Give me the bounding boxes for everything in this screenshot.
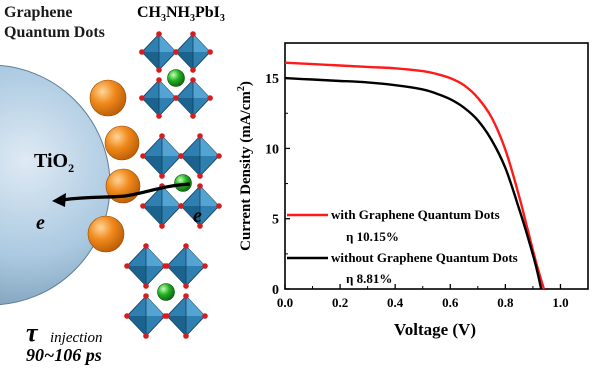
- anion-atom: [159, 223, 165, 229]
- gqd-label-line2: Quantum Dots: [4, 24, 105, 41]
- anion-atom: [207, 49, 213, 55]
- injection-time-label: 90~106 ps: [26, 345, 102, 365]
- anion-atom: [173, 49, 179, 55]
- legend-entry-efficiency: η 8.81%: [346, 271, 392, 286]
- x-tick-label: 0.8: [497, 295, 514, 310]
- anion-atom: [178, 153, 184, 159]
- perovskite-octahedron: [173, 77, 213, 119]
- anion-atom: [143, 243, 149, 249]
- jv-chart: 0.0 0.2 0.4 0.6 0.8 1.0 0 5 10 15 with Graphene Q…: [236, 42, 589, 339]
- anion-atom: [183, 293, 189, 299]
- anion-atom: [216, 203, 222, 209]
- anion-atom: [164, 263, 170, 269]
- x-tick-label: 0.4: [387, 295, 404, 310]
- anion-atom: [140, 153, 146, 159]
- tau-subscript: injection: [50, 330, 103, 346]
- perovskite-octahedron: [140, 133, 184, 179]
- cation-atom: [174, 174, 192, 192]
- anion-atom: [183, 243, 189, 249]
- legend: with Graphene Quantum Dots η 10.15% withou…: [287, 207, 518, 286]
- x-tick-label: 0.2: [332, 295, 348, 310]
- anion-atom: [197, 183, 203, 189]
- electron-label-right: e: [193, 205, 202, 227]
- x-tick-label: 1.0: [552, 295, 568, 310]
- anion-atom: [143, 333, 149, 339]
- perovskite-octahedron: [178, 183, 222, 229]
- anion-atom: [159, 133, 165, 139]
- y-tick-label: 0: [272, 283, 279, 298]
- tio2-label: TiO2: [34, 150, 75, 175]
- perovskite-octahedron: [173, 31, 213, 73]
- perovskite-octahedra: [124, 31, 222, 339]
- x-tick-label: 0.0: [277, 295, 293, 310]
- schematic: [0, 31, 222, 339]
- anion-atom: [197, 173, 203, 179]
- series-without-gqd-line: [284, 76, 543, 290]
- jv-curves: [284, 61, 546, 290]
- perovskite-formula-label: CH3NH3PbI3: [137, 4, 225, 25]
- anion-atom: [202, 313, 208, 319]
- x-tick-label: 0.6: [442, 295, 459, 310]
- graphene-quantum-dot: [89, 79, 127, 117]
- y-tick-label: 15: [265, 72, 279, 87]
- perovskite-octahedron: [140, 183, 184, 229]
- anion-atom: [156, 77, 162, 83]
- perovskite-octahedron: [164, 243, 208, 289]
- anion-atom: [190, 113, 196, 119]
- x-axis-label: Voltage (V): [394, 320, 476, 339]
- perovskite-octahedron: [164, 293, 208, 339]
- perovskite-cations: [157, 69, 192, 301]
- perovskite-octahedron: [124, 293, 168, 339]
- perovskite-octahedron: [178, 133, 222, 179]
- anion-atom: [197, 133, 203, 139]
- perovskite-octahedron: [139, 31, 179, 73]
- anion-atom: [190, 31, 196, 37]
- anion-atom: [190, 77, 196, 83]
- anion-atom: [216, 153, 222, 159]
- cation-atom: [167, 69, 185, 87]
- anion-atom: [183, 283, 189, 289]
- anion-atom: [202, 263, 208, 269]
- axis-ticks: 0.0 0.2 0.4 0.6 0.8 1.0 0 5 10 15: [265, 72, 589, 310]
- anion-atom: [159, 173, 165, 179]
- graphene-quantum-dot: [87, 215, 125, 253]
- anion-atom: [156, 31, 162, 37]
- series-with-gqd-line: [284, 61, 546, 290]
- anion-atom: [183, 333, 189, 339]
- anion-atom: [207, 95, 213, 101]
- anion-atom: [156, 67, 162, 73]
- anion-atom: [139, 49, 145, 55]
- y-tick-label: 10: [265, 142, 279, 157]
- anion-atom: [178, 203, 184, 209]
- graphene-quantum-dot: [104, 125, 140, 161]
- anion-atom: [124, 263, 130, 269]
- y-tick-label: 5: [272, 213, 279, 228]
- legend-entry-name: without Graphene Quantum Dots: [331, 250, 518, 265]
- anion-atom: [143, 283, 149, 289]
- legend-entry-name: with Graphene Quantum Dots: [331, 207, 500, 222]
- anion-atom: [156, 113, 162, 119]
- anion-atom: [173, 95, 179, 101]
- plot-frame: [284, 42, 589, 290]
- anion-atom: [164, 313, 170, 319]
- perovskite-octahedron: [124, 243, 168, 289]
- legend-entry-efficiency: η 10.15%: [346, 229, 399, 244]
- anion-atom: [143, 293, 149, 299]
- cation-atom: [157, 283, 175, 301]
- electron-transfer-arrow: [61, 182, 191, 202]
- anion-atom: [124, 313, 130, 319]
- anion-atom: [139, 95, 145, 101]
- tau-symbol: τ: [26, 318, 38, 347]
- gqd-label-line1: Graphene: [4, 4, 73, 21]
- arrow-head: [52, 193, 66, 207]
- graphene-quantum-dots: [87, 79, 141, 253]
- anion-atom: [197, 223, 203, 229]
- electron-label-left: e: [36, 212, 45, 234]
- y-axis-label: Current Density (mA/cm2): [236, 81, 254, 251]
- anion-atom: [140, 203, 146, 209]
- anion-atom: [190, 67, 196, 73]
